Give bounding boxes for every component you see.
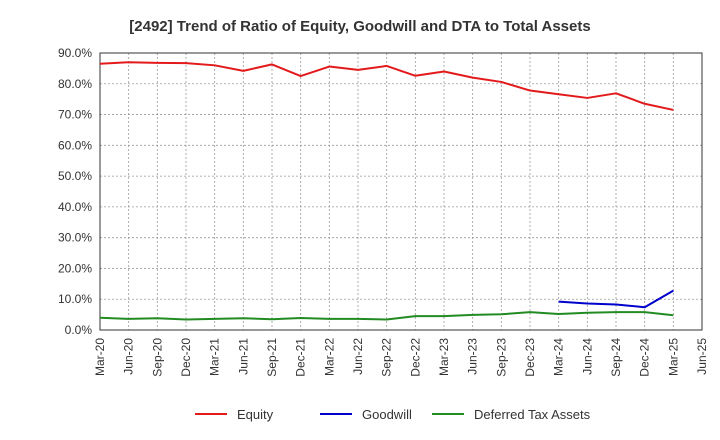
legend-label-deferred-tax-assets: Deferred Tax Assets <box>474 407 591 422</box>
x-tick-label: Mar-23 <box>437 338 451 376</box>
x-tick-label: Jun-21 <box>236 338 250 375</box>
x-tick-label: Jun-24 <box>580 338 594 375</box>
x-tick-label: Mar-22 <box>322 338 336 376</box>
plot-area <box>99 52 703 331</box>
y-tick-label: 50.0% <box>58 169 92 183</box>
series-lines <box>99 61 674 321</box>
x-tick-label: Dec-21 <box>294 338 308 377</box>
x-tick-label: Jun-20 <box>122 338 136 375</box>
x-axis-ticks: Mar-20 Jun-20 Sep-20 Dec-20 Mar-21 Jun-21 Sep-… <box>93 338 709 377</box>
y-tick-label: 80.0% <box>58 77 92 91</box>
y-tick-label: 20.0% <box>58 261 92 275</box>
x-tick-label: Dec-24 <box>638 338 652 377</box>
series-line-goodwill <box>558 289 674 309</box>
x-tick-label: Jun-23 <box>466 338 480 375</box>
x-tick-label: Mar-21 <box>208 338 222 376</box>
legend-label-equity: Equity <box>237 407 274 422</box>
y-tick-label: 60.0% <box>58 138 92 152</box>
y-tick-label: 90.0% <box>58 46 92 60</box>
series-line-equity <box>99 61 674 111</box>
y-tick-label: 40.0% <box>58 200 92 214</box>
x-tick-label: Jun-25 <box>695 338 709 375</box>
x-tick-label: Sep-20 <box>150 338 164 377</box>
y-tick-label: 0.0% <box>65 323 93 337</box>
x-tick-label: Mar-24 <box>552 338 566 376</box>
series-line-deferred-tax-assets <box>99 311 674 321</box>
x-tick-label: Sep-21 <box>265 338 279 377</box>
x-tick-label: Sep-22 <box>380 338 394 377</box>
x-tick-label: Sep-24 <box>609 338 623 377</box>
x-tick-label: Jun-22 <box>351 338 365 375</box>
x-tick-label: Mar-20 <box>93 338 107 376</box>
x-tick-label: Dec-23 <box>523 338 537 377</box>
chart-title: [2492] Trend of Ratio of Equity, Goodwil… <box>129 18 590 35</box>
y-tick-label: 70.0% <box>58 108 92 122</box>
y-tick-label: 10.0% <box>58 292 92 306</box>
legend: Equity Goodwill Deferred Tax Assets <box>195 407 591 422</box>
y-axis-ticks: 0.0% 10.0% 20.0% 30.0% 40.0% 50.0% 60.0% 70.0% 8… <box>58 46 92 337</box>
x-tick-label: Sep-23 <box>494 338 508 377</box>
x-tick-label: Dec-20 <box>179 338 193 377</box>
x-tick-label: Dec-22 <box>408 338 422 377</box>
legend-label-goodwill: Goodwill <box>362 407 412 422</box>
x-tick-label: Mar-25 <box>666 338 680 376</box>
y-tick-label: 30.0% <box>58 231 92 245</box>
